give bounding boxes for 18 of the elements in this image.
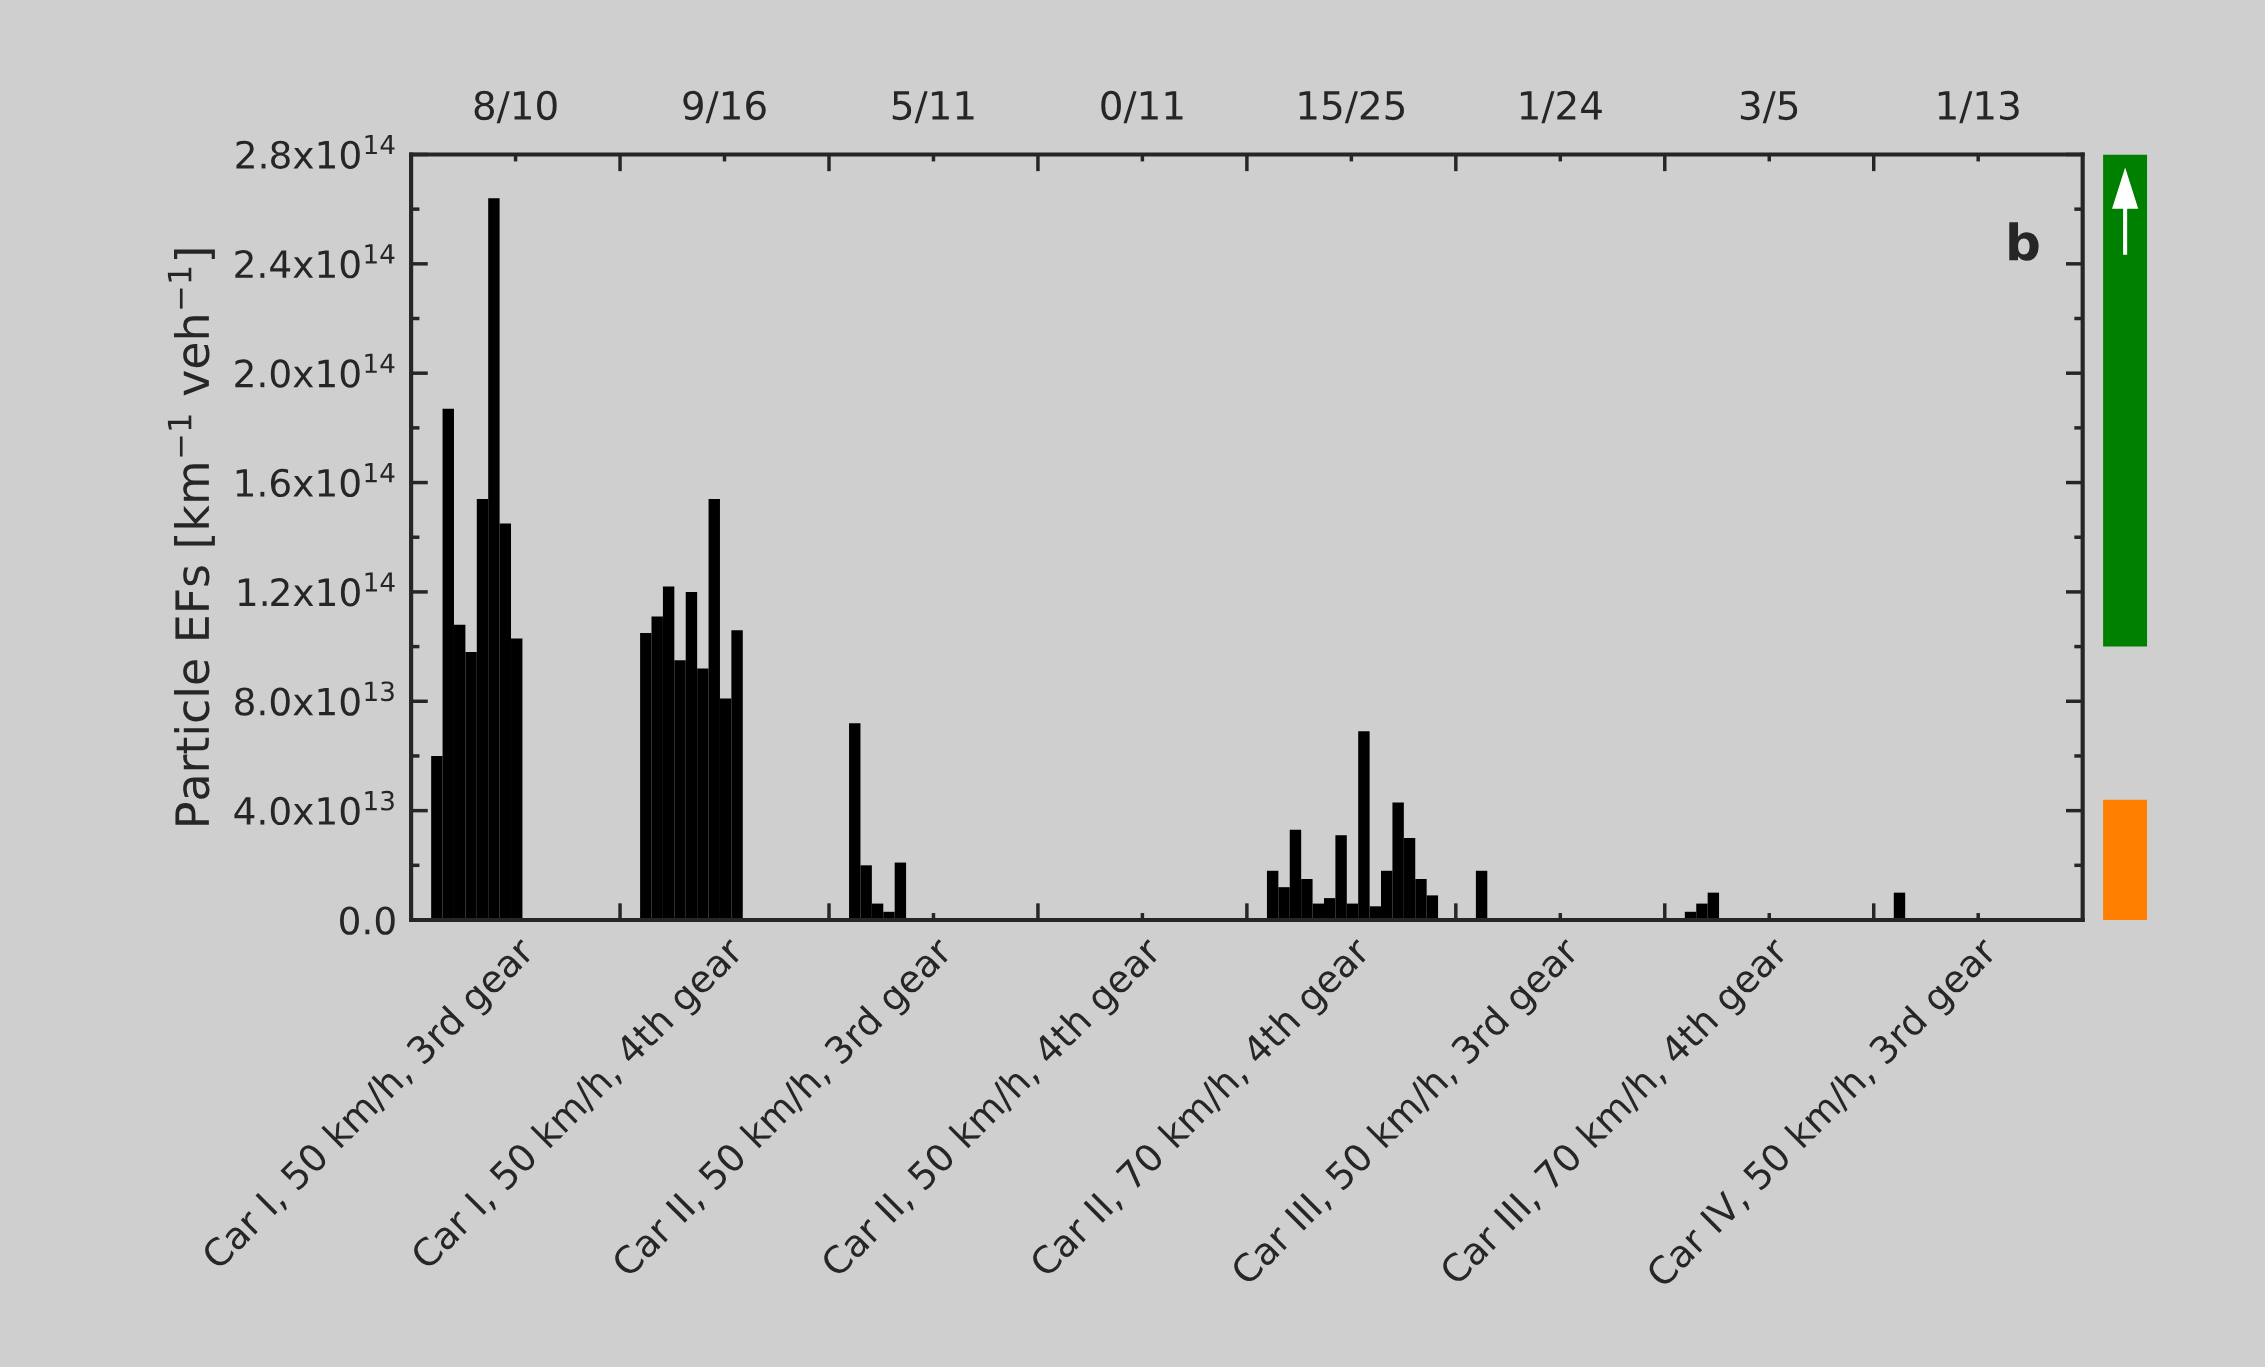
y-tick-label: 1.2x10$^{14}$: [238, 572, 395, 607]
y-tick-label: 2.8x10$^{14}$: [236, 134, 395, 169]
y-tick-label: 8.0x10$^{13}$: [235, 681, 394, 716]
text: 3/5: [1740, 90, 1798, 124]
text: 1/13: [1938, 90, 2019, 124]
y-tick-label: 0.0: [340, 906, 395, 935]
y-tick-label: 1.6x10$^{14}$: [236, 463, 395, 498]
y-axis-title: Particle EFs [km$^{−1}$ veh$^{−1}$]: [167, 249, 215, 825]
text: 15/25: [1299, 90, 1404, 124]
y-tick-label: 2.0x10$^{14}$: [235, 353, 395, 388]
text: 0/11: [1101, 90, 1183, 124]
text: 1/24: [1520, 90, 1602, 124]
text: 8/10: [474, 90, 557, 124]
y-tick-label: 4.0x10$^{13}$: [234, 790, 394, 826]
y-tick-label: 2.4x10$^{14}$: [235, 244, 395, 279]
text: 5/11: [892, 91, 974, 124]
annotation: b: [2009, 222, 2039, 261]
text: 9/16: [683, 90, 766, 124]
